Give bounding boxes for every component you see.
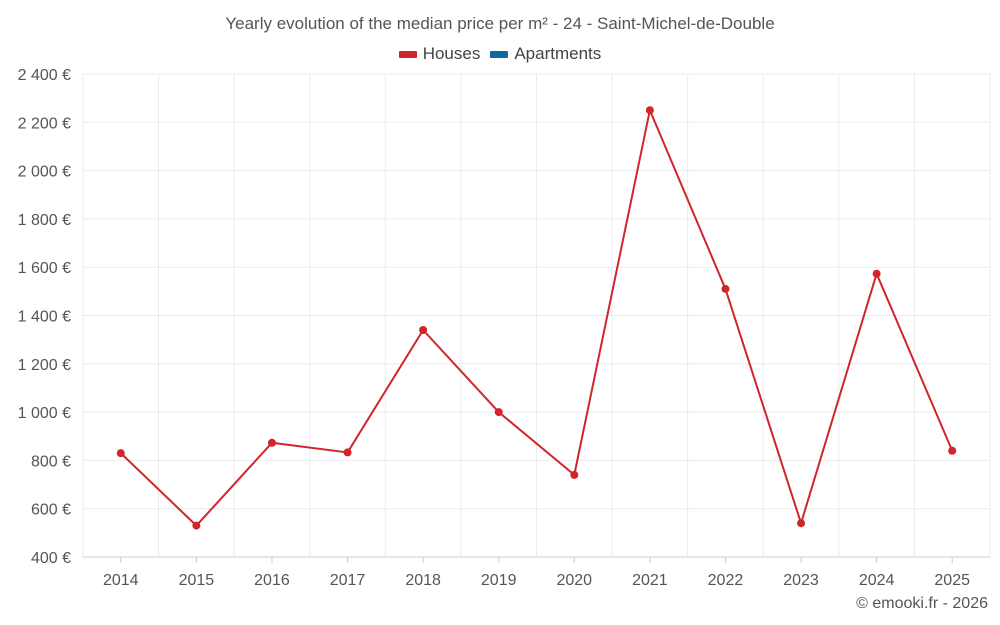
data-point-houses [192, 521, 201, 530]
x-tick-label: 2015 [179, 572, 215, 589]
y-tick-label: 1 400 € [18, 309, 71, 326]
data-point-houses [343, 448, 352, 457]
data-point-houses [494, 408, 503, 417]
legend-label-houses: Houses [422, 44, 481, 63]
data-point-houses [570, 470, 579, 479]
y-tick-label: 1 200 € [18, 357, 71, 374]
y-tick-label: 2 400 € [18, 67, 71, 84]
y-tick-label: 600 € [31, 502, 71, 519]
y-tick-label: 1 000 € [18, 405, 71, 422]
y-tick-label: 800 € [31, 453, 71, 470]
x-tick-label: 2017 [330, 572, 366, 589]
credit-text: © emooki.fr - 2026 [856, 595, 988, 612]
y-tick-label: 1 600 € [18, 260, 71, 277]
chart-title: Yearly evolution of the median price per… [225, 14, 775, 33]
data-point-houses [267, 438, 276, 447]
legend-label-apartments: Apartments [514, 44, 602, 63]
series-line-houses [120, 109, 954, 527]
data-point-houses [116, 449, 125, 458]
data-point-houses [721, 284, 730, 293]
x-tick-label: 2022 [708, 572, 744, 589]
data-point-houses [797, 519, 806, 528]
x-tick-label: 2024 [859, 572, 895, 589]
x-tick-label: 2019 [481, 572, 517, 589]
y-tick-label: 400 € [31, 550, 71, 567]
y-tick-label: 2 200 € [18, 115, 71, 132]
x-tick-label: 2020 [556, 572, 592, 589]
legend-swatch-houses [398, 50, 417, 58]
y-tick-label: 2 000 € [18, 164, 71, 181]
x-tick-label: 2023 [783, 572, 819, 589]
x-tick-label: 2025 [934, 572, 970, 589]
data-point-houses [645, 106, 654, 115]
x-tick-label: 2016 [254, 572, 290, 589]
legend-swatch-apartments [490, 50, 509, 58]
x-tick-label: 2018 [405, 572, 441, 589]
legend-item-apartments[interactable]: Apartments [490, 44, 601, 64]
data-point-houses [872, 269, 881, 278]
x-tick-label: 2021 [632, 572, 668, 589]
x-tick-label: 2014 [103, 572, 139, 589]
legend: Houses Apartments [0, 44, 1000, 64]
data-point-houses [948, 446, 957, 455]
legend-item-houses[interactable]: Houses [398, 44, 481, 64]
y-tick-label: 1 800 € [18, 212, 71, 229]
data-point-houses [419, 325, 428, 334]
